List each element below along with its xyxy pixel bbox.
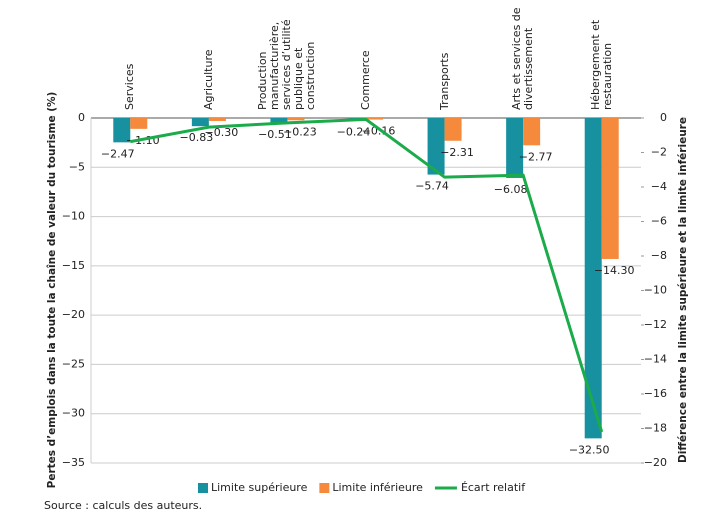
line [130,117,604,433]
category-label: Hébergement et restauration [588,19,614,110]
bar [427,118,445,175]
category-label: Commerce [359,50,372,110]
y2-tick-label: −8 [651,249,667,262]
y2-axis-title: Différence entre la limite supérieure et… [677,117,689,463]
bar [191,118,209,127]
y-tick-label: −25 [62,357,85,370]
bar [444,118,462,141]
value-label: −2.47 [101,147,135,160]
category-label: Agriculture [201,49,215,111]
value-label: −32.50 [569,443,610,456]
legend-swatch [198,483,208,493]
value-label: −5.74 [415,180,449,193]
y-axis-title: Pertes d’emplois dans la toute la chaîne… [46,92,58,489]
category-label: Production manufacturière, services d’ut… [256,19,318,110]
y2-tick-label: −12 [644,318,667,331]
y2-tick-label: −20 [644,456,667,469]
y-tick-label: 0 [78,111,85,124]
y-tick-label: −15 [62,259,85,272]
value-label: −0.30 [204,126,238,139]
value-label: −6.08 [494,183,528,196]
category-label: Transports [437,52,451,110]
y-tick-label: −5 [69,160,85,173]
value-label: −14.30 [594,264,635,277]
value-label: −0.83 [179,131,213,144]
bar [208,118,226,121]
y2-tick-label: 0 [660,111,667,124]
bar [366,118,383,120]
category-label: Arts et services de divertissement [510,7,536,110]
y2-tick-label: −6 [651,215,667,228]
bar [506,118,524,178]
y-tick-label: −30 [62,407,85,420]
legend-swatch [319,483,330,493]
bar [601,118,619,259]
legend-label: Écart relatif [461,481,526,494]
bar [270,118,288,124]
legend-label: Limite supérieure [211,481,308,494]
bar [523,118,541,146]
value-label: −0.51 [258,128,292,141]
bar [584,118,602,439]
y-tick-label: −20 [62,308,85,321]
y2-tick-label: −16 [644,387,667,400]
y-tick-label: −10 [62,210,85,223]
value-label: −2.31 [440,146,474,159]
bar [287,118,305,121]
bar [113,118,131,143]
y2-tick-label: −18 [644,422,667,435]
y2-tick-label: −2 [651,146,667,159]
bar [130,118,148,129]
value-label: −2.77 [519,150,553,163]
value-label: −0.23 [283,125,317,138]
y-tick-label: −35 [62,456,85,469]
y2-tick-label: −14 [644,353,667,366]
category-label: Services [123,63,137,110]
source-note: Source : calculs des auteurs. [44,499,202,512]
value-label: −0.24 [337,125,371,138]
y2-tick-label: −4 [651,180,667,193]
y2-tick-label: −10 [644,284,667,297]
legend-label: Limite inférieure [332,481,423,494]
